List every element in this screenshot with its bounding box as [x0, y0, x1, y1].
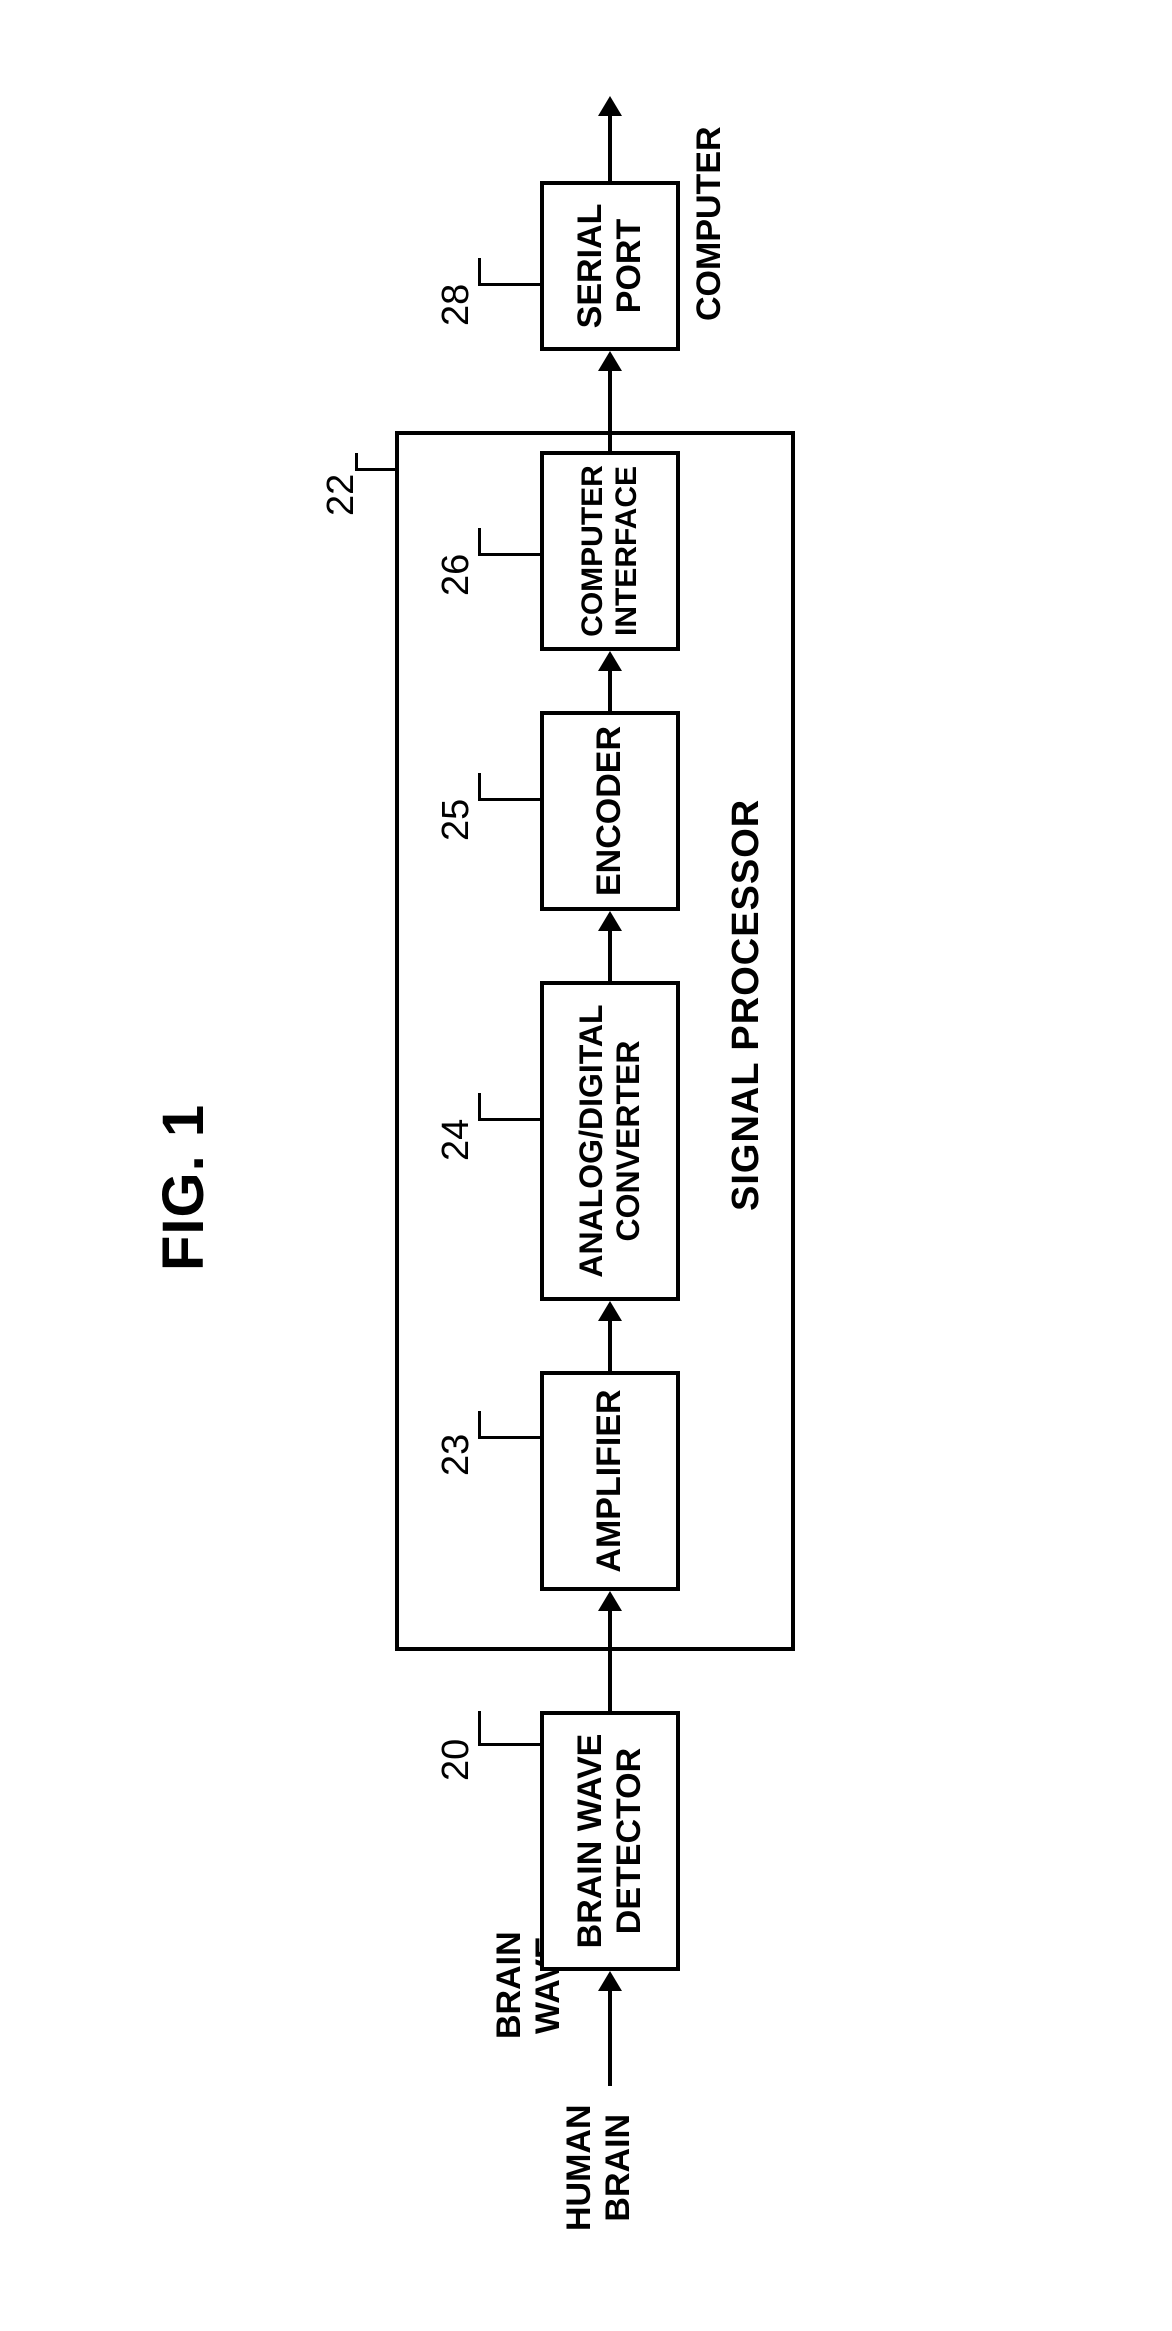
ref-25: 25 — [435, 799, 478, 841]
block-adc: ANALOG/DIGITAL CONVERTER — [540, 981, 680, 1301]
block-encoder: ENCODER — [540, 711, 680, 911]
input-source-label: HUMAN BRAIN — [560, 2104, 638, 2231]
block-amplifier-label: AMPLIFIER — [590, 1389, 629, 1572]
leader-24 — [478, 1093, 540, 1143]
block-serial-port: SERIAL PORT — [540, 181, 680, 351]
block-amplifier: AMPLIFIER — [540, 1371, 680, 1591]
ref-28: 28 — [435, 284, 478, 326]
arrow-serial-to-computer — [598, 96, 622, 181]
leader-22 — [355, 411, 397, 471]
leader-28 — [478, 258, 540, 308]
leader-20 — [478, 1711, 540, 1771]
container-signal-processor-label: SIGNAL PROCESSOR — [725, 799, 768, 1211]
block-computer-interface: COMPUTER INTERFACE — [540, 451, 680, 651]
ref-26: 26 — [435, 554, 478, 596]
arrow-interface-to-serial — [598, 351, 622, 451]
arrow-encoder-to-interface — [598, 651, 622, 711]
ref-20: 20 — [435, 1739, 478, 1781]
block-brain-wave-detector-label: BRAIN WAVE DETECTOR — [571, 1715, 649, 1967]
leader-25 — [478, 773, 540, 823]
block-brain-wave-detector: BRAIN WAVE DETECTOR — [540, 1711, 680, 1971]
block-computer-interface-label: COMPUTER INTERFACE — [576, 455, 645, 647]
ref-23: 23 — [435, 1434, 478, 1476]
block-encoder-label: ENCODER — [590, 726, 629, 896]
block-serial-port-label: SERIAL PORT — [571, 185, 649, 347]
leader-23 — [478, 1411, 540, 1461]
output-sink-label: COMPUTER — [690, 126, 729, 321]
arrow-input-to-detector — [598, 1971, 622, 2086]
figure-title: FIG. 1 — [150, 1104, 217, 1271]
ref-24: 24 — [435, 1119, 478, 1161]
arrow-adc-to-encoder — [598, 911, 622, 981]
ref-22: 22 — [320, 474, 363, 516]
leader-26 — [478, 528, 540, 578]
block-adc-label: ANALOG/DIGITAL CONVERTER — [573, 985, 647, 1297]
arrow-amplifier-to-adc — [598, 1301, 622, 1371]
